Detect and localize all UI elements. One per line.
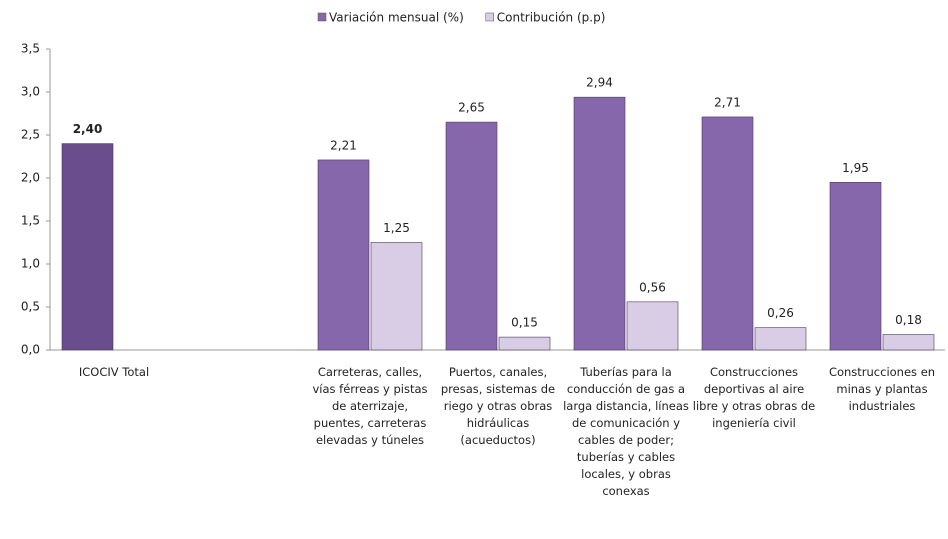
x-tick-label: ICOCIV Total (78, 365, 150, 379)
data-label: 1,25 (383, 221, 410, 235)
legend-swatch (317, 12, 327, 22)
data-label: 0,56 (639, 280, 666, 294)
y-tick-label: 2,5 (21, 128, 40, 142)
x-tick-label: Tuberías para la conducción de gas a lar… (563, 365, 689, 498)
data-label: 2,94 (586, 76, 613, 90)
data-label: 2,21 (330, 138, 357, 152)
data-label: 0,26 (767, 306, 794, 320)
bar (882, 334, 935, 351)
bar (317, 159, 370, 351)
data-label: 2,65 (458, 101, 485, 115)
y-tick-label: 2,0 (21, 171, 40, 185)
y-tick-label: 1,0 (21, 257, 40, 271)
legend-swatch (485, 12, 494, 22)
data-label: 1,95 (842, 161, 869, 175)
data-label: 0,18 (895, 313, 922, 327)
bar (61, 143, 114, 351)
x-tick-label: Puertos, canales, presas, sistemas de ri… (440, 365, 556, 447)
data-label: 0,15 (511, 316, 538, 330)
bar (701, 116, 754, 351)
bar (445, 121, 498, 351)
legend-label: Contribución (p.p) (497, 11, 606, 25)
y-tick-label: 3,0 (21, 85, 40, 99)
bar (573, 96, 626, 351)
bar (626, 301, 679, 351)
y-tick-label: 3,5 (21, 42, 40, 56)
x-tick-label: Construcciones en minas y plantas indust… (828, 365, 936, 413)
legend-label: Variación mensual (%) (329, 11, 464, 25)
x-tick-label: Construcciones deportivas al aire libre … (692, 365, 816, 430)
data-label: 2,71 (714, 95, 741, 109)
bar (370, 242, 423, 351)
bar (754, 327, 807, 351)
bar (829, 182, 882, 351)
x-tick-label: Carreteras, calles, vías férreas y pista… (312, 365, 428, 447)
data-label: 2,40 (73, 122, 103, 136)
y-tick-label: 0,5 (21, 300, 40, 314)
y-tick-label: 0,0 (21, 343, 40, 357)
bar (498, 336, 551, 351)
y-tick-label: 1,5 (21, 214, 40, 228)
